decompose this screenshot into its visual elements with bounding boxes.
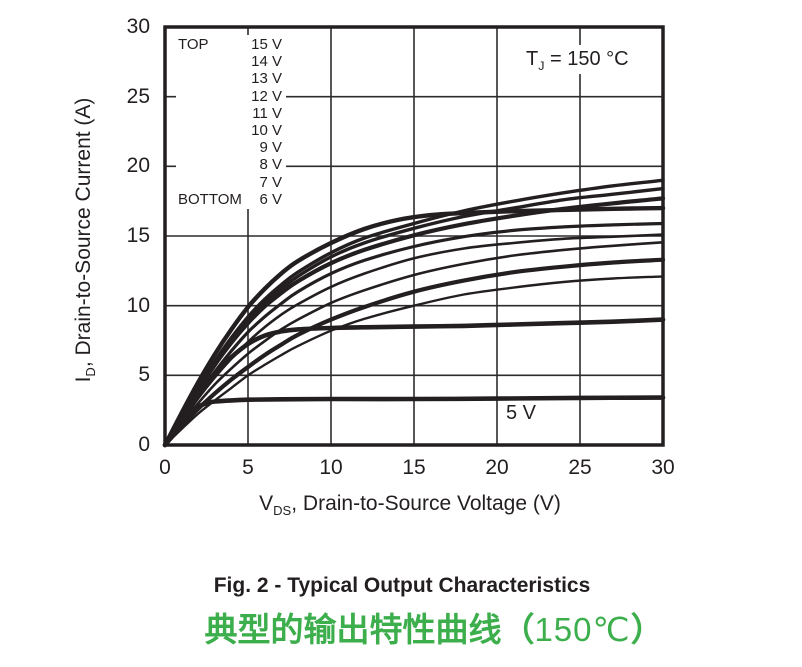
legend-voltage-8v: 8 V — [259, 156, 282, 174]
legend-bottom-label: BOTTOM — [178, 190, 242, 208]
legend-spacer — [178, 156, 240, 173]
x-tick-label-30: 30 — [651, 456, 675, 479]
legend-row: 7 V — [178, 174, 282, 191]
x-axis-title: VDS, Drain-to-Source Voltage (V) — [259, 492, 561, 519]
x-tick-label-15: 15 — [402, 456, 426, 479]
legend-voltage-11v: 11 V — [252, 104, 282, 122]
curve-vgs-12v — [162, 205, 666, 448]
legend-voltage-12v: 12 V — [251, 87, 282, 105]
legend-top-label: TOP — [178, 36, 209, 53]
legend-voltage-6v: 6 V — [259, 190, 282, 208]
legend-spacer — [178, 139, 240, 156]
figure-caption: Fig. 2 - Typical Output Characteristics — [213, 574, 591, 597]
curve-vgs-5v — [162, 395, 666, 448]
curve-vgs-13v — [162, 196, 666, 448]
legend-row: 12 V — [178, 88, 282, 105]
legend-row: BOTTOM 6 V — [178, 191, 282, 208]
legend-spacer — [178, 70, 240, 87]
curve-vgs-6v — [162, 317, 666, 448]
legend-row: TOP 15 V — [178, 36, 282, 53]
legend-spacer — [178, 53, 240, 70]
caption-paren-open: （ — [501, 611, 535, 648]
x-tick-label-25: 25 — [568, 456, 592, 479]
legend-spacer — [178, 88, 240, 105]
figure-caption-chinese: 典型的输出特性曲线（150℃） — [204, 603, 663, 651]
curve-label-5v: 5 V — [506, 402, 537, 424]
y-tick-label-0: 0 — [138, 433, 150, 456]
legend-spacer — [178, 105, 240, 122]
legend-voltage-15v: 15 V — [251, 36, 282, 53]
y-tick-label-20: 20 — [126, 154, 150, 178]
output-characteristics-chart — [162, 25, 666, 448]
y-tick-label-25: 25 — [126, 84, 150, 108]
caption-temperature: 150℃ — [534, 611, 631, 648]
legend-row: 9 V — [178, 139, 282, 156]
legend-row: 14 V — [178, 53, 282, 70]
y-tick-label-5: 5 — [138, 363, 150, 387]
legend-row: 8 V — [178, 156, 282, 173]
legend-spacer — [178, 122, 240, 139]
legend-spacer — [178, 174, 240, 191]
curve-vgs-8v — [162, 257, 666, 448]
legend-voltage-10v: 10 V — [251, 121, 282, 139]
x-tick-label-0: 0 — [159, 456, 171, 479]
y-tick-label-15: 15 — [126, 224, 150, 247]
curve-vgs-9v — [163, 241, 665, 447]
legend-row: 11 V — [178, 105, 282, 122]
legend-voltage-9v: 9 V — [259, 139, 282, 157]
y-tick-label-30: 30 — [126, 15, 150, 38]
legend-voltage-14v: 14 V — [251, 53, 282, 71]
legend-voltage-13v: 13 V — [251, 70, 282, 88]
x-tick-label-5: 5 — [242, 456, 254, 479]
legend-voltage-7v: 7 V — [259, 173, 282, 191]
legend-row: 13 V — [178, 70, 282, 87]
x-tick-label-20: 20 — [485, 456, 509, 479]
x-tick-label-10: 10 — [319, 456, 343, 479]
legend-row: 10 V — [178, 122, 282, 139]
caption-chinese-text: 典型的输出特性曲线 — [204, 611, 502, 648]
y-axis-title: ID, Drain-to-Source Current (A) — [72, 97, 99, 383]
y-tick-label-10: 10 — [126, 293, 150, 317]
caption-paren-close: ） — [630, 611, 664, 648]
curve-vgs-10v — [163, 233, 665, 447]
plot-border — [163, 25, 665, 447]
junction-temperature-label: TJ = 150 °C — [516, 45, 639, 74]
